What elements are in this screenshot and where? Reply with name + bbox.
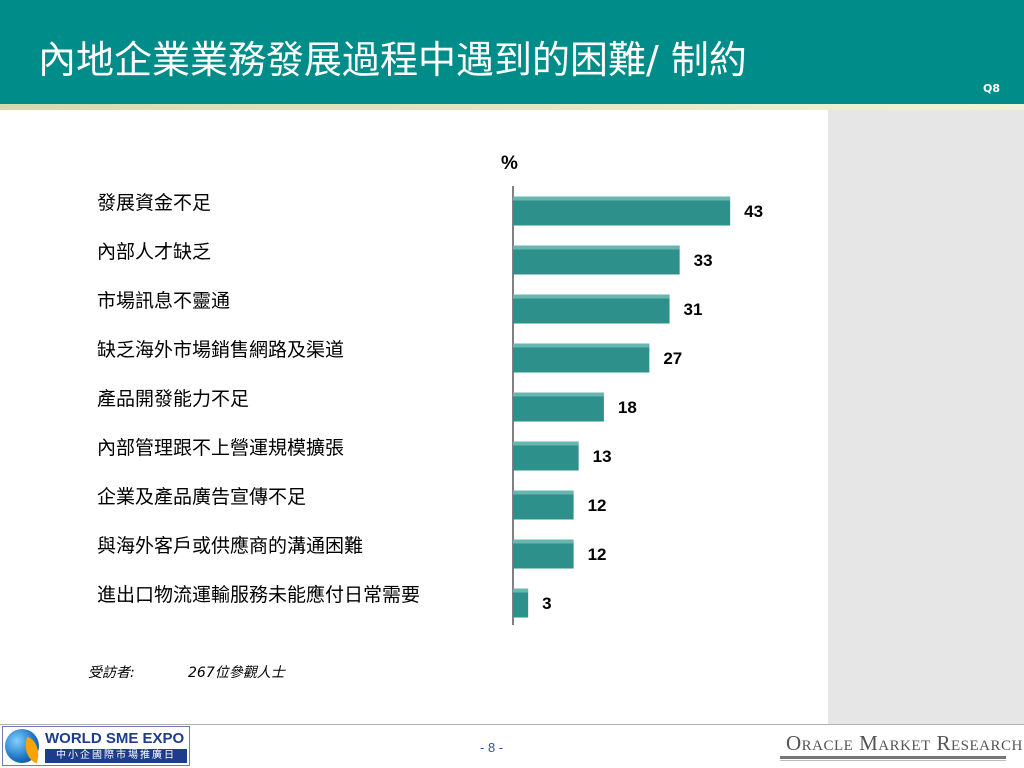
bar	[513, 245, 680, 275]
category-label: 產品開發能力不足	[97, 388, 249, 410]
oracle-market-research-logo: Oracle Market Research	[780, 729, 1022, 763]
bar	[513, 294, 670, 324]
question-code: Q8	[982, 82, 1000, 95]
value-label: 33	[694, 251, 713, 270]
bar	[513, 392, 604, 422]
logo-line2: 中小企國際市場推廣日	[45, 749, 187, 763]
side-panel	[828, 110, 1024, 724]
category-label: 進出口物流運輸服務未能應付日常需要	[97, 583, 420, 606]
value-label: 3	[542, 594, 551, 613]
value-label: 13	[593, 447, 612, 466]
bar-highlight	[513, 196, 731, 201]
bar-highlight	[513, 294, 670, 299]
bar	[513, 343, 650, 373]
header-stripe	[0, 104, 1024, 110]
omr-logo-underline	[780, 756, 1006, 759]
category-label: 發展資金不足	[97, 192, 211, 214]
bar-highlight	[513, 588, 529, 593]
category-label: 企業及產品廣告宣傳不足	[97, 486, 306, 508]
category-label: 內部管理跟不上營運規模擴張	[97, 437, 344, 459]
bar-highlight	[513, 490, 574, 495]
footer-divider	[0, 724, 1024, 725]
world-sme-expo-logo: WORLD SME EXPO 中小企國際市場推廣日	[2, 726, 190, 766]
bar	[513, 196, 731, 226]
slide-title: 內地企業業務發展過程中遇到的困難/ 制約	[38, 38, 747, 82]
bar	[513, 539, 574, 569]
category-label: 與海外客戶或供應商的溝通困難	[97, 534, 363, 557]
footnote-value: 267位參觀人士	[188, 665, 285, 681]
bar	[513, 588, 529, 618]
bar-highlight	[513, 392, 604, 397]
category-label: 缺乏海外市場銷售網路及渠道	[97, 339, 344, 361]
category-label: 市場訊息不靈通	[97, 290, 230, 312]
value-label: 12	[588, 545, 607, 564]
omr-logo-underline-thin	[780, 760, 1006, 761]
logo-line1: WORLD SME EXPO	[45, 730, 185, 747]
bar-highlight	[513, 343, 650, 348]
bar-chart: % 發展資金不足 43 內部人才缺乏 33 市場訊息不靈通 31 缺乏海外市場銷售網路及渠道…	[97, 153, 763, 625]
omr-logo-text: Oracle Market Research	[786, 731, 1023, 755]
slide-header: 內地企業業務發展過程中遇到的困難/ 制約 Q8	[0, 0, 1024, 104]
bars-group: 發展資金不足 43 內部人才缺乏 33 市場訊息不靈通 31 缺乏海外市場銷售網路及渠道 27…	[97, 192, 763, 618]
value-label: 27	[663, 349, 682, 368]
footnote-label: 受訪者:	[88, 665, 135, 681]
bar-highlight	[513, 539, 574, 544]
page-number: - 8 -	[480, 740, 504, 755]
bar	[513, 490, 574, 520]
value-label: 31	[684, 300, 703, 319]
category-label: 內部人才缺乏	[97, 241, 211, 263]
unit-label: %	[501, 153, 518, 174]
value-label: 43	[744, 202, 763, 221]
bar-highlight	[513, 245, 680, 250]
value-label: 18	[618, 398, 637, 417]
bar	[513, 441, 579, 471]
bar-highlight	[513, 441, 579, 446]
value-label: 12	[588, 496, 607, 515]
